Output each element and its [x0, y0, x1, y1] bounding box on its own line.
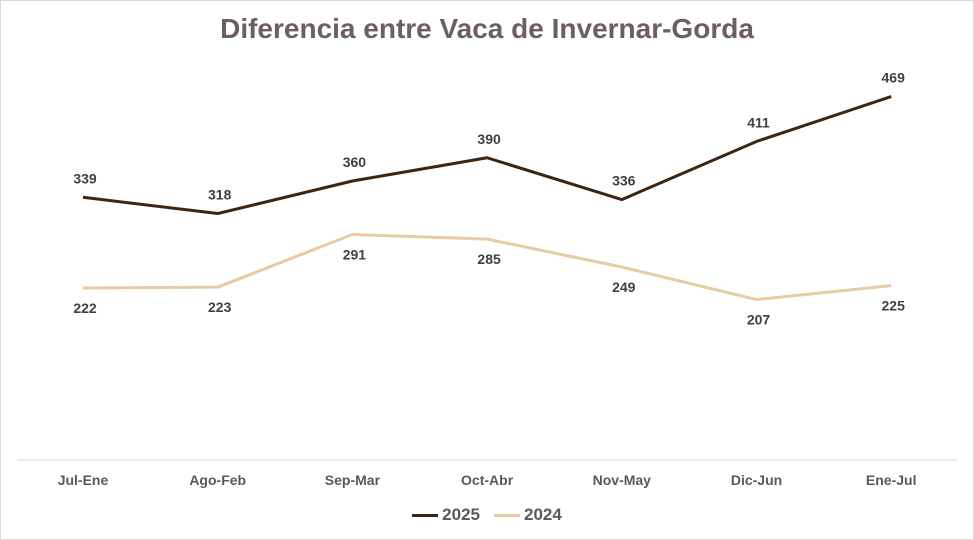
chart-legend: 2025 2024	[1, 505, 973, 525]
x-tick-label: Nov-May	[593, 472, 652, 488]
series-line-2024	[82, 232, 892, 302]
data-label: 225	[882, 298, 906, 314]
data-label: 469	[882, 70, 906, 86]
data-label: 222	[73, 300, 97, 316]
data-label: 339	[73, 170, 97, 186]
data-label: 291	[343, 246, 367, 262]
legend-item-2024: 2024	[494, 505, 562, 525]
x-tick-label: Oct-Abr	[461, 472, 514, 488]
legend-item-2025: 2025	[412, 505, 480, 525]
data-label: 390	[477, 131, 501, 147]
x-tick-label: Ago-Feb	[189, 472, 246, 488]
data-label: 223	[208, 299, 232, 315]
legend-label: 2025	[442, 505, 480, 524]
legend-label: 2024	[524, 505, 562, 524]
data-label: 411	[747, 114, 770, 130]
legend-swatch	[412, 513, 439, 517]
data-label: 318	[208, 187, 232, 203]
x-tick-label: Ene-Jul	[866, 472, 917, 488]
chart-title: Diferencia entre Vaca de Invernar-Gorda	[220, 13, 754, 44]
x-tick-label: Dic-Jun	[731, 472, 782, 488]
legend-swatch	[494, 513, 520, 517]
x-tick-label: Sep-Mar	[325, 472, 381, 488]
data-label: 249	[612, 279, 636, 295]
data-label: 336	[612, 173, 636, 189]
series-line-2025	[82, 95, 892, 216]
x-tick-label: Jul-Ene	[58, 472, 109, 488]
data-label: 207	[747, 312, 771, 328]
data-label: 360	[343, 154, 367, 170]
data-label: 285	[477, 251, 501, 267]
